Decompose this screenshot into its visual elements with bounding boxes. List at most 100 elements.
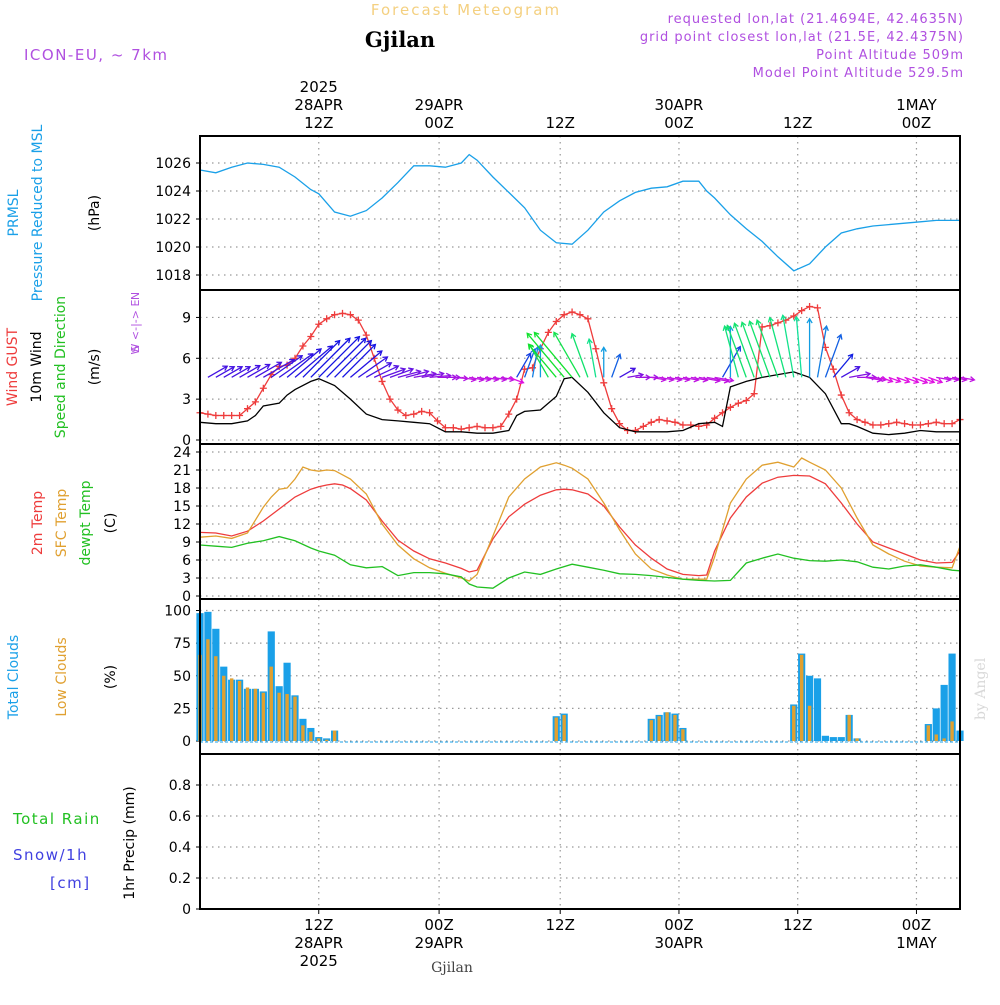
cloud-bar (838, 737, 845, 741)
clouds-ylabel: Total Clouds (6, 635, 22, 720)
point-altitude: Point Altitude 509m (816, 48, 964, 63)
gust-marker (632, 427, 639, 434)
wind-barb (783, 315, 794, 377)
dir-key-south: S (129, 345, 142, 352)
wind-series-line (200, 372, 960, 435)
cloud-bar (800, 655, 803, 741)
precip-ytick-label: 0.4 (169, 840, 191, 856)
cloud-bar (238, 681, 241, 741)
cloud-bar (562, 715, 565, 741)
cloud-bar (230, 678, 233, 741)
gust-marker (339, 310, 346, 317)
temperature-series-line (200, 458, 960, 581)
temperature-ylabel: (C) (103, 513, 119, 534)
wind-barb (216, 367, 234, 378)
top-time-label: 2025 (300, 78, 338, 96)
requested-coords: requested lon,lat (21.4694E, 42.4635N) (668, 12, 964, 27)
clouds-ylabel: Low Clouds (54, 637, 70, 716)
clouds-ytick-label: 25 (173, 701, 191, 717)
bottom-time-label: 29APR (415, 934, 464, 952)
temperature-ylabel: dewpt Temp (78, 480, 94, 565)
wind-ylabel: 10m Wind (29, 331, 45, 402)
prmsl-ytick-label: 1024 (155, 184, 191, 200)
bottom-time-label: 28APR (294, 934, 343, 952)
watermark: by Angel (973, 657, 989, 720)
wind-barb (612, 354, 620, 377)
top-time-label: 28APR (294, 96, 343, 114)
gust-marker (941, 420, 948, 427)
temperature-ytick-label: 6 (182, 553, 191, 569)
temperature-ytick-label: 18 (173, 481, 191, 497)
cloud-bar (847, 715, 850, 741)
gust-marker (220, 412, 227, 419)
top-time-label: 12Z (783, 114, 812, 132)
top-time-label: 00Z (664, 114, 693, 132)
gust-marker (608, 405, 615, 412)
gust-marker (497, 423, 504, 430)
clouds-ylabel: (%) (103, 665, 119, 689)
gust-marker (949, 420, 956, 427)
prmsl-ylabel: PRMSL (6, 189, 22, 236)
bottom-time-label: 2025 (300, 952, 338, 970)
gust-marker (600, 379, 607, 386)
gust-marker (648, 419, 655, 426)
wind-ylabel: (m/s) (87, 349, 103, 386)
prmsl-ytick-label: 1018 (155, 268, 191, 284)
gust-marker (869, 422, 876, 429)
model-altitude: Model Point Altitude 529.5m (753, 66, 964, 81)
precip-label-rain: Total Rain (12, 810, 101, 828)
gust-marker (877, 422, 884, 429)
gust-marker (355, 317, 362, 324)
cloud-bar (950, 721, 953, 741)
bottom-time-label: 00Z (424, 916, 453, 934)
cloud-bar (325, 740, 328, 741)
gust-marker (418, 408, 425, 415)
wind-ylabel: Speed and Direction (53, 296, 69, 438)
precip-frame (200, 754, 960, 909)
temperature-ylabel: SFC Temp (54, 489, 70, 558)
gust-marker (212, 412, 219, 419)
bottom-time-label: 12Z (546, 916, 575, 934)
precip-label-snow: Snow/1h (13, 846, 88, 864)
gust-marker (664, 417, 671, 424)
gust-marker (569, 308, 576, 315)
wind-ytick-label: 3 (182, 392, 191, 408)
top-time-label: 12Z (304, 114, 333, 132)
gust-marker (577, 311, 584, 318)
prmsl-ylabel: Pressure Reduced to MSL (30, 124, 46, 301)
top-time-label: 00Z (424, 114, 453, 132)
cloud-bar (214, 656, 217, 741)
prmsl-ytick-label: 1020 (155, 240, 191, 256)
clouds-ytick-label: 75 (173, 636, 191, 652)
temperature-ytick-label: 9 (182, 535, 191, 551)
cloud-bar (665, 712, 668, 741)
cloud-bar (830, 737, 837, 741)
top-time-label: 12Z (546, 114, 575, 132)
gust-marker (679, 422, 686, 429)
top-time-label: 1MAY (896, 96, 938, 114)
super-title: Forecast Meteogram (371, 1, 561, 19)
gust-marker (592, 345, 599, 352)
gust-marker (735, 400, 742, 407)
gust-marker (513, 396, 520, 403)
gust-marker (482, 424, 489, 431)
wind-ytick-label: 9 (182, 310, 191, 326)
gust-marker (505, 411, 512, 418)
cloud-bar (309, 732, 312, 741)
cloud-bar (293, 697, 296, 741)
top-time-label: 29APR (415, 96, 464, 114)
gust-marker (933, 419, 940, 426)
temperature-ytick-label: 3 (182, 571, 191, 587)
wind-barb (572, 334, 588, 378)
temperature-ytick-label: 21 (173, 463, 191, 479)
prmsl-ytick-label: 1022 (155, 212, 191, 228)
bottom-time-label: 00Z (902, 916, 931, 934)
cloud-bar (855, 738, 858, 741)
temperature-ytick-label: 15 (173, 499, 191, 515)
cloud-bar (262, 693, 265, 741)
bottom-time-label: 1MAY (896, 934, 938, 952)
